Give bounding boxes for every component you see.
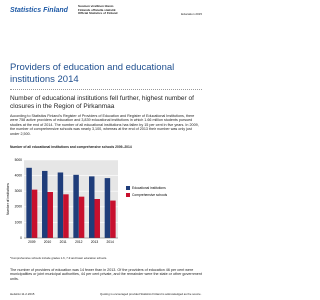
x-tick-label: 2014 xyxy=(106,240,114,244)
x-tick-label: 2010 xyxy=(44,240,52,244)
divider xyxy=(10,89,202,90)
legend-swatch xyxy=(126,186,130,190)
official-line: Finlands officiella statistik xyxy=(78,7,116,12)
bar xyxy=(89,176,95,238)
official-statistics: Suomen virallinen tilasto Finlands offic… xyxy=(78,4,118,16)
y-tick-label: 3000 xyxy=(15,189,23,193)
legend-label: Comprehensive schools xyxy=(132,193,168,197)
x-tick-label: 2013 xyxy=(91,240,99,244)
logo: Statistics Finland xyxy=(10,7,68,14)
x-tick-label: 2012 xyxy=(75,240,83,244)
footnote: *Comprehensive schools include grades 1-… xyxy=(10,256,108,260)
x-tick-label: 2011 xyxy=(60,240,67,244)
y-tick-label: 2000 xyxy=(15,205,23,209)
y-tick-label: 4000 xyxy=(15,173,23,177)
bar xyxy=(57,172,64,238)
bar xyxy=(47,191,53,238)
legend-label: Educational institutions xyxy=(132,186,166,190)
plot-background xyxy=(24,160,118,238)
chart: 0 1000 2000 3000 4000 5000 Number of instituti… xyxy=(6,158,168,244)
bar xyxy=(73,174,79,238)
body-text: The number of providers of education was… xyxy=(10,268,202,281)
intro-text: According to Statistics Finland's Regist… xyxy=(10,114,199,136)
bar xyxy=(104,178,111,238)
footer-note: Quoting is encouraged provided Statistic… xyxy=(100,292,202,296)
bar xyxy=(31,189,38,238)
y-tick-label: 0 xyxy=(20,236,22,240)
page: Statistics Finland Suomen virallinen til… xyxy=(6,4,202,296)
chart-title: Number of all educational institutions a… xyxy=(10,145,132,149)
legend-swatch xyxy=(126,193,130,197)
bar xyxy=(94,199,100,238)
bar xyxy=(26,167,32,238)
subtitle: Number of educational institutions fell … xyxy=(10,95,194,110)
official-line: Official Statistics of Finland xyxy=(78,11,118,16)
footer-date: Helsinki 11.2.2015 xyxy=(10,292,35,296)
bar xyxy=(110,200,116,238)
bar xyxy=(42,170,48,238)
y-tick-label: 1000 xyxy=(15,220,23,224)
x-tick-label: 2009 xyxy=(28,240,36,244)
topic: Education 2015 xyxy=(181,12,202,16)
official-line: Suomen virallinen tilasto xyxy=(78,4,114,8)
y-axis-label: Number of institutions xyxy=(6,183,10,215)
y-tick-label: 5000 xyxy=(15,158,23,162)
bar xyxy=(78,196,85,238)
title: Providers of education and educational i… xyxy=(10,62,175,85)
bar xyxy=(63,194,69,238)
